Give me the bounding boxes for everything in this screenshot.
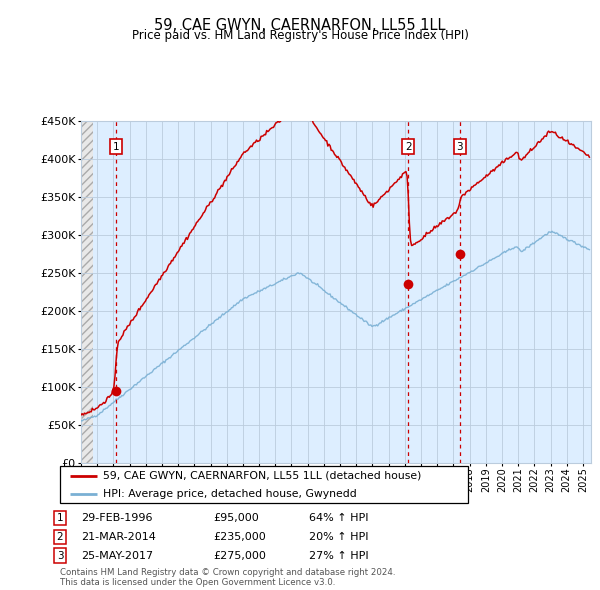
Text: Price paid vs. HM Land Registry's House Price Index (HPI): Price paid vs. HM Land Registry's House … (131, 30, 469, 42)
Text: 1: 1 (113, 142, 119, 152)
Text: 29-FEB-1996: 29-FEB-1996 (81, 513, 152, 523)
FancyBboxPatch shape (60, 466, 468, 503)
Text: 1: 1 (56, 513, 64, 523)
Text: 3: 3 (457, 142, 463, 152)
Text: HPI: Average price, detached house, Gwynedd: HPI: Average price, detached house, Gwyn… (103, 489, 356, 499)
Text: 20% ↑ HPI: 20% ↑ HPI (309, 532, 368, 542)
Text: 25-MAY-2017: 25-MAY-2017 (81, 551, 153, 560)
Text: 59, CAE GWYN, CAERNARFON, LL55 1LL: 59, CAE GWYN, CAERNARFON, LL55 1LL (154, 18, 446, 32)
Text: 64% ↑ HPI: 64% ↑ HPI (309, 513, 368, 523)
Text: 2: 2 (405, 142, 412, 152)
Text: 27% ↑ HPI: 27% ↑ HPI (309, 551, 368, 560)
Text: 21-MAR-2014: 21-MAR-2014 (81, 532, 156, 542)
Text: 3: 3 (56, 551, 64, 560)
Text: 59, CAE GWYN, CAERNARFON, LL55 1LL (detached house): 59, CAE GWYN, CAERNARFON, LL55 1LL (deta… (103, 471, 421, 481)
Text: £235,000: £235,000 (213, 532, 266, 542)
Text: Contains HM Land Registry data © Crown copyright and database right 2024.: Contains HM Land Registry data © Crown c… (60, 568, 395, 577)
Text: £275,000: £275,000 (213, 551, 266, 560)
Bar (81, 121, 93, 463)
Text: This data is licensed under the Open Government Licence v3.0.: This data is licensed under the Open Gov… (60, 578, 335, 587)
Text: £95,000: £95,000 (213, 513, 259, 523)
Text: 2: 2 (56, 532, 64, 542)
